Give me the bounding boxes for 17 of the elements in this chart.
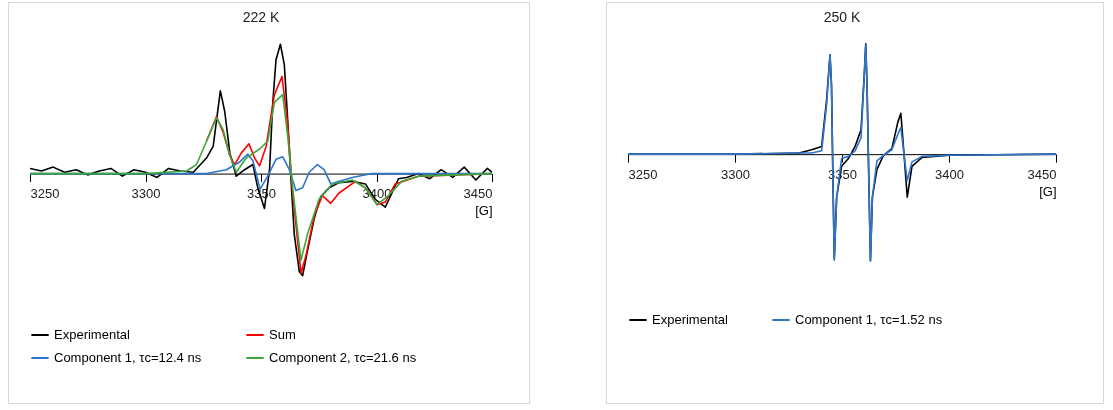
x-tick-label: 3250 bbox=[628, 166, 658, 182]
chart-title: 222 K bbox=[242, 9, 280, 25]
x-tick-label: 3250 bbox=[30, 186, 60, 202]
x-axis-title: [G] bbox=[1039, 183, 1057, 199]
legend-label: Component 2, τc=21.6 ns bbox=[269, 350, 417, 365]
legend-label: Experimental bbox=[54, 327, 130, 342]
legend-label: Sum bbox=[269, 327, 296, 342]
x-tick-label: 3450 bbox=[1027, 166, 1057, 182]
x-axis-title: [G] bbox=[475, 203, 493, 219]
chart-title: 250 K bbox=[823, 9, 861, 25]
x-tick-label: 3300 bbox=[131, 186, 161, 202]
x-tick-label: 3300 bbox=[721, 166, 750, 182]
legend-label: Component 1, τc=1.52 ns bbox=[795, 312, 943, 327]
legend-label: Component 1, τc=12.4 ns bbox=[54, 350, 202, 365]
x-tick-label: 3400 bbox=[935, 166, 964, 182]
legend-label: Experimental bbox=[652, 312, 728, 327]
x-tick-label: 3450 bbox=[463, 186, 493, 202]
